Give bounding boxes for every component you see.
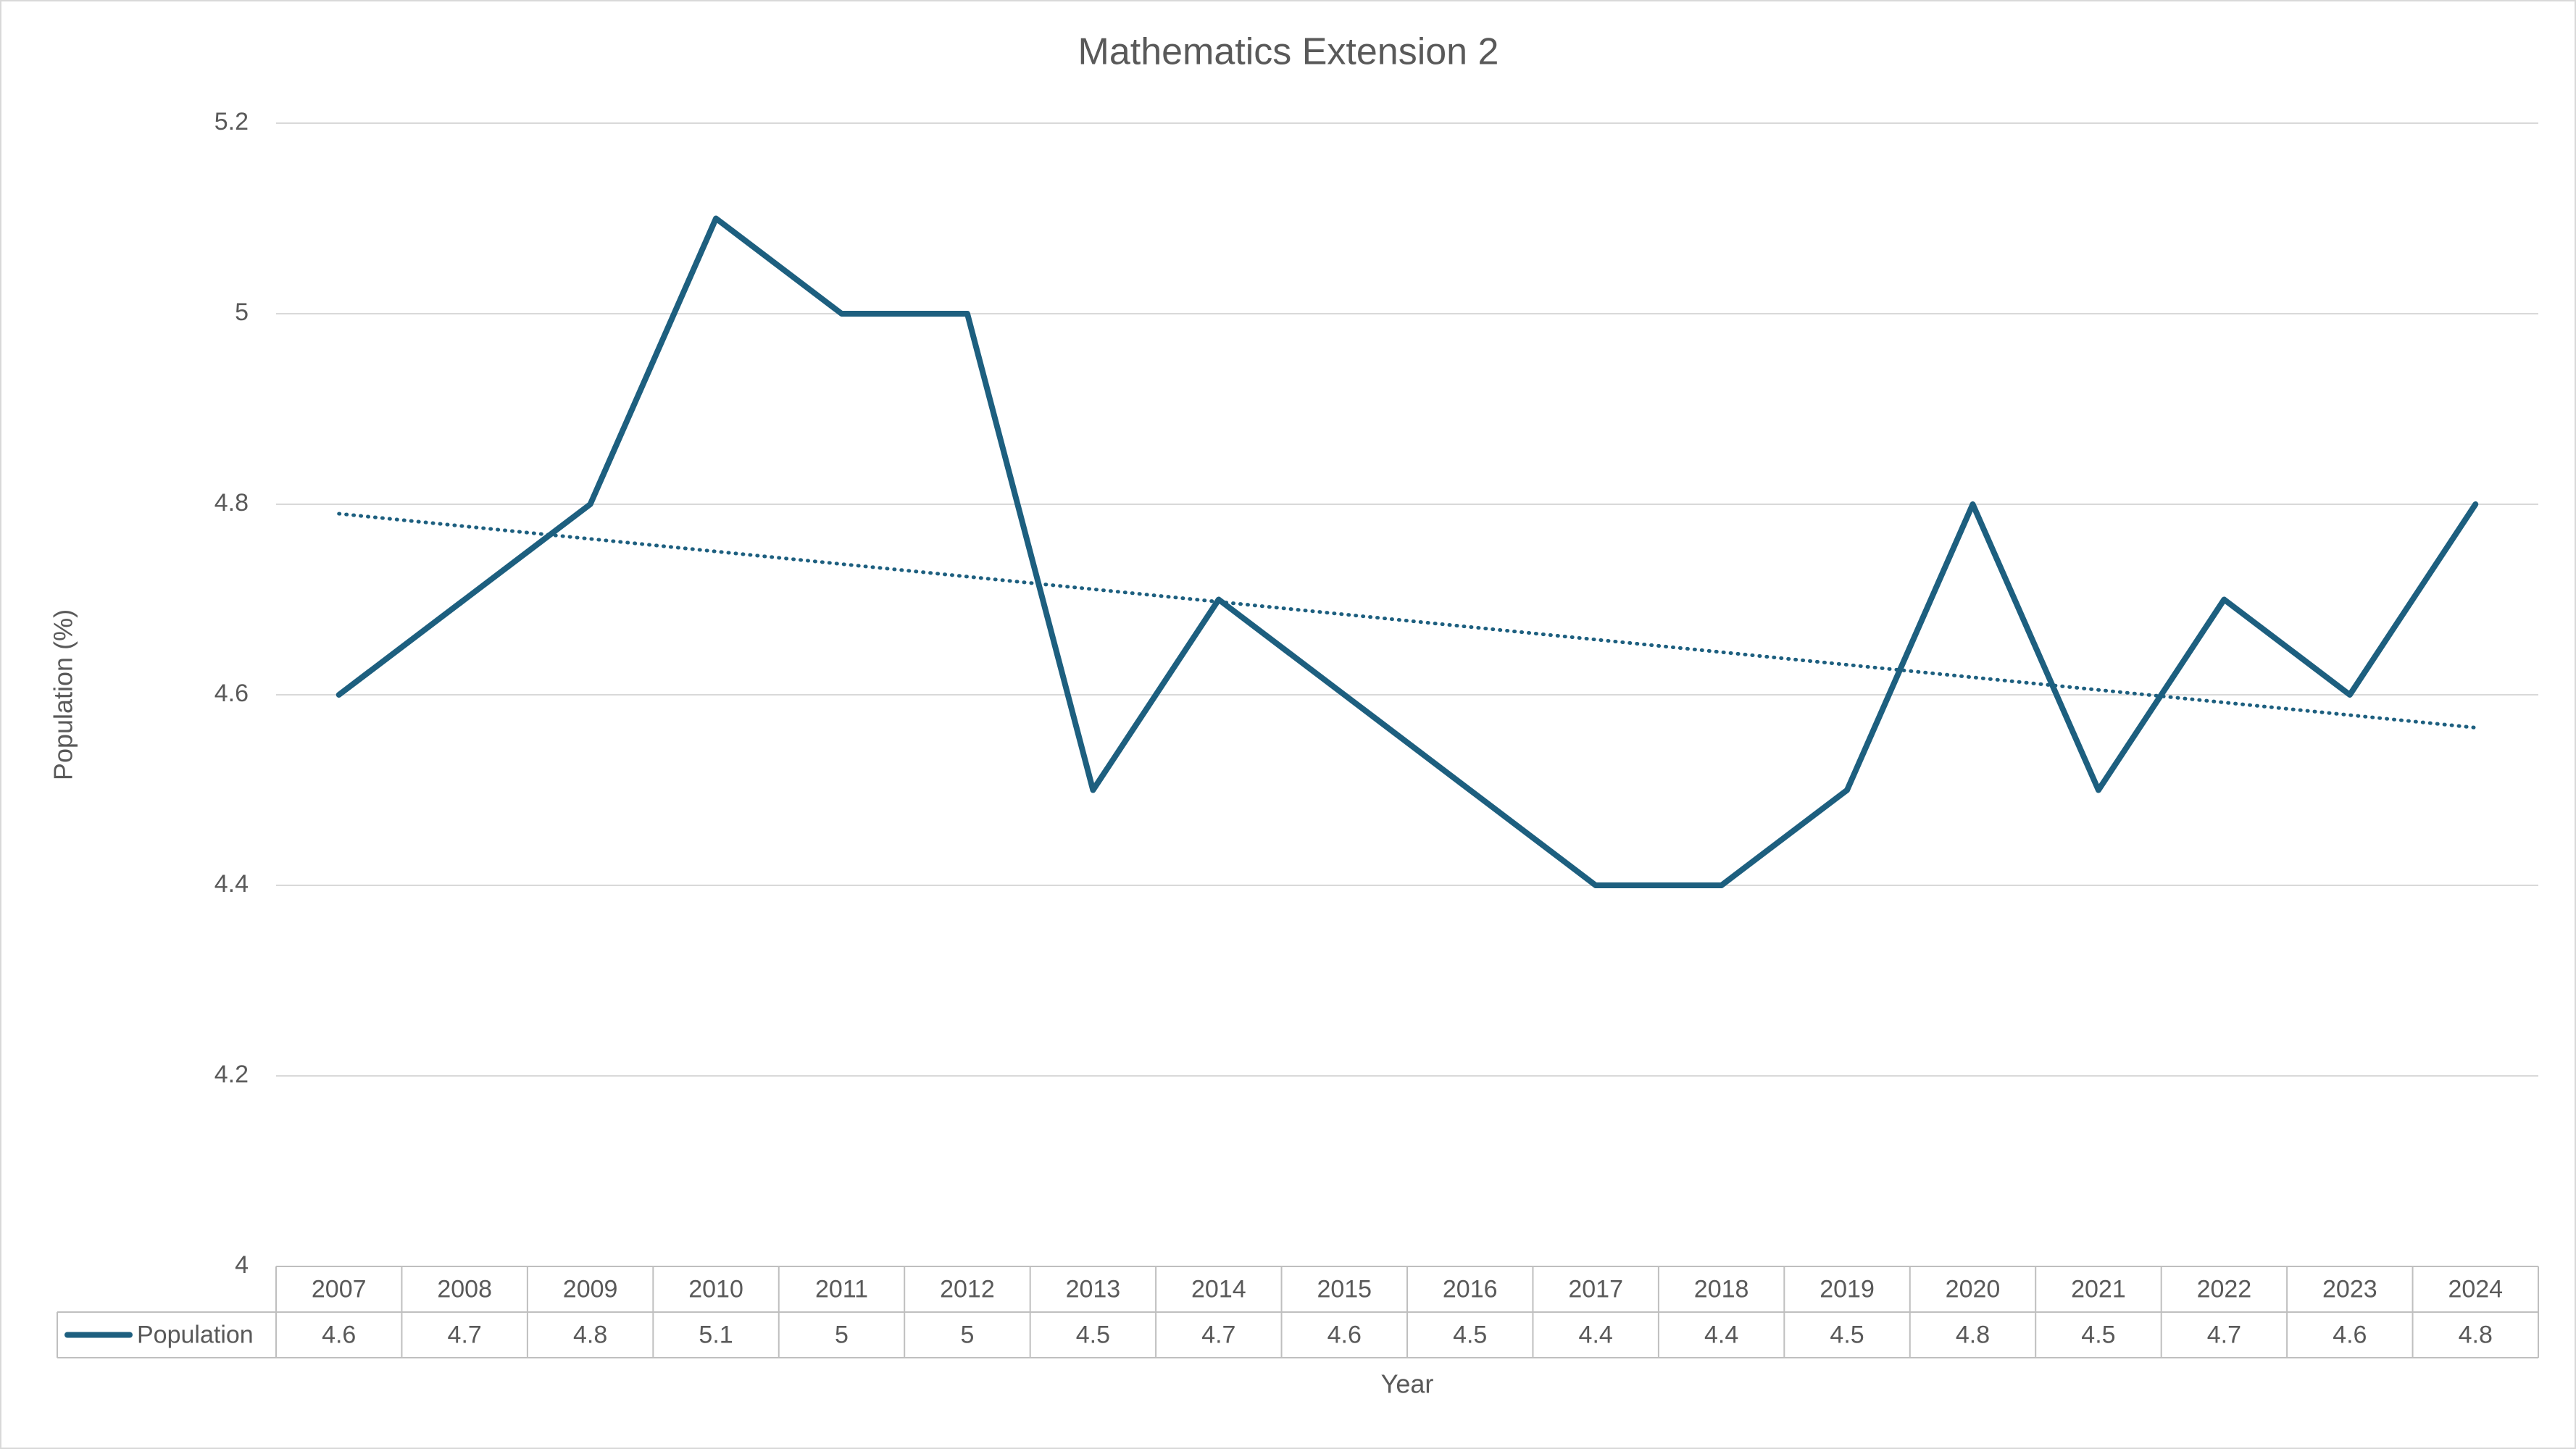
table-value: 4.8 — [2459, 1321, 2493, 1348]
table-value: 4.5 — [2081, 1321, 2115, 1348]
table-value: 4.4 — [1579, 1321, 1613, 1348]
x-tick-label: 2012 — [940, 1275, 995, 1303]
x-tick-label: 2020 — [1946, 1275, 2001, 1303]
x-axis-title: Year — [1381, 1369, 1434, 1399]
table-value: 4.5 — [1830, 1321, 1864, 1348]
x-tick-label: 2017 — [1568, 1275, 1623, 1303]
table-value: 4.6 — [2333, 1321, 2367, 1348]
x-tick-label: 2016 — [1443, 1275, 1498, 1303]
x-tick-label: 2008 — [437, 1275, 492, 1303]
table-value: 4.7 — [448, 1321, 482, 1348]
table-value: 4.7 — [1201, 1321, 1235, 1348]
x-tick-label: 2010 — [688, 1275, 743, 1303]
x-tick-label: 2014 — [1191, 1275, 1246, 1303]
table-value: 4.4 — [1704, 1321, 1738, 1348]
trendline — [337, 511, 2477, 730]
table-value: 4.8 — [1956, 1321, 1990, 1348]
y-tick-label: 4.8 — [214, 489, 249, 517]
x-tick-label: 2019 — [1820, 1275, 1875, 1303]
x-tick-label: 2024 — [2448, 1275, 2503, 1303]
x-tick-label: 2018 — [1694, 1275, 1749, 1303]
table-value: 4.5 — [1453, 1321, 1487, 1348]
data-line — [335, 215, 2479, 888]
x-tick-label: 2011 — [815, 1275, 868, 1303]
y-axis-title: Population (%) — [49, 609, 78, 780]
x-tick-label: 2015 — [1317, 1275, 1372, 1303]
x-tick-label: 2009 — [563, 1275, 618, 1303]
x-tick-label: 2022 — [2197, 1275, 2252, 1303]
table-value: 4.6 — [1327, 1321, 1362, 1348]
chart-title: Mathematics Extension 2 — [1078, 31, 1499, 73]
y-tick-label: 4 — [235, 1251, 249, 1279]
table-value: 4.5 — [1076, 1321, 1110, 1348]
x-tick-label: 2007 — [312, 1275, 367, 1303]
x-tick-label: 2021 — [2071, 1275, 2126, 1303]
x-tick-label: 2013 — [1066, 1275, 1121, 1303]
y-tick-label: 5.2 — [214, 108, 249, 135]
table-value: 4.7 — [2207, 1321, 2241, 1348]
table-value: 5.1 — [699, 1321, 733, 1348]
y-tick-label: 5 — [235, 298, 249, 326]
y-tick-label: 4.6 — [214, 680, 249, 707]
table-value: 4.6 — [322, 1321, 356, 1348]
y-tick-label: 4.4 — [214, 870, 249, 898]
table-value: 5 — [835, 1321, 849, 1348]
legend-label: Population — [137, 1321, 254, 1348]
y-tick-label: 4.2 — [214, 1061, 249, 1088]
table-value: 4.8 — [573, 1321, 607, 1348]
x-tick-label: 2023 — [2322, 1275, 2377, 1303]
table-value: 5 — [960, 1321, 974, 1348]
